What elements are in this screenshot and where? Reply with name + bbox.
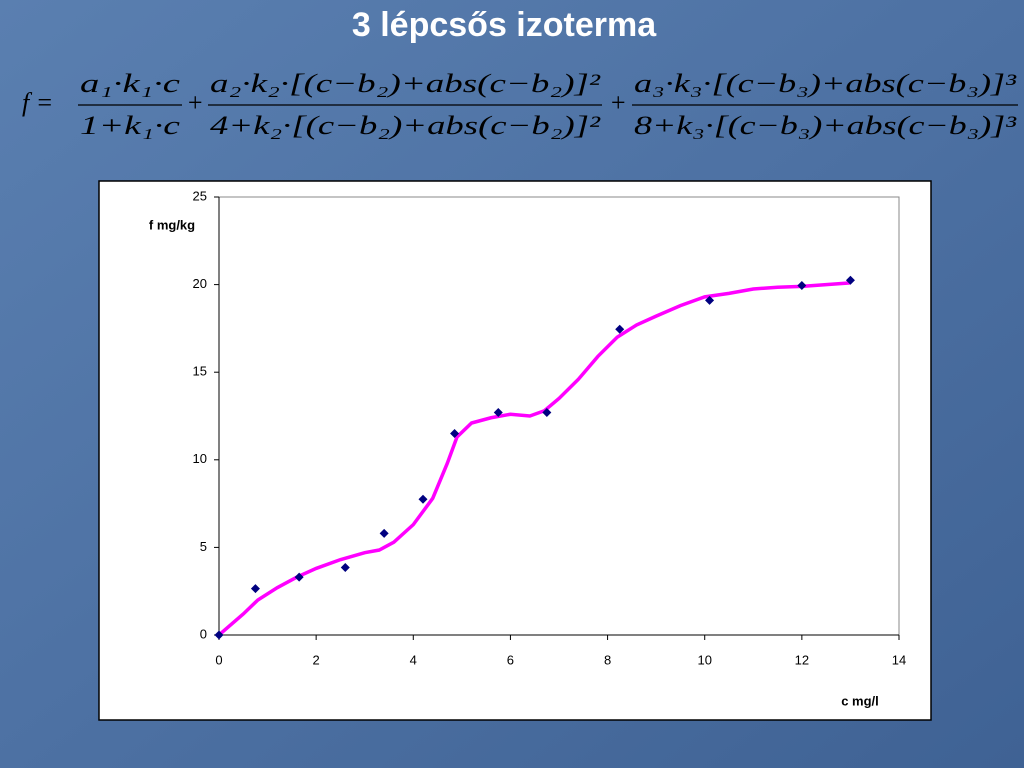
data-point	[340, 563, 350, 573]
data-point	[705, 295, 715, 305]
y-tick-label: 15	[193, 364, 207, 379]
data-point	[418, 494, 428, 504]
x-tick-label: 2	[313, 652, 320, 667]
y-tick-label: 25	[193, 188, 207, 203]
chart: 0 5 10 15 20 25 0 2 4 6 8 10 12 14 f mg/kg c mg/l	[149, 188, 906, 708]
data-point	[493, 407, 503, 417]
denominator: 4+k₂·[(c−b₂)+abs(c−b₂)]²	[210, 111, 602, 140]
x-tick-label: 8	[604, 652, 611, 667]
data-point	[294, 572, 304, 582]
x-tick-label: 14	[892, 652, 906, 667]
y-tick-label: 20	[193, 276, 207, 291]
data-point	[379, 528, 389, 538]
data-point	[542, 407, 552, 417]
data-point	[450, 429, 460, 439]
chart-area	[98, 180, 932, 721]
y-tick-label: 10	[193, 451, 207, 466]
data-point	[845, 275, 855, 285]
x-tick-label: 0	[215, 652, 222, 667]
data-point	[615, 324, 625, 334]
numerator: a₁·k₁·c	[80, 69, 181, 98]
fit-curve	[217, 281, 851, 637]
data-point	[797, 280, 807, 290]
formula: f = a₁·k₁·c 1+k₁·c a₂·k₂·[(c−b₂)+abs(c−b₂)]…	[22, 69, 1018, 140]
y-tick-label: 0	[200, 626, 207, 641]
denominator: 1+k₁·c	[80, 111, 181, 140]
data-point	[250, 584, 260, 594]
slide-title: 3 lépcsős izoterma	[352, 6, 657, 44]
data-point	[214, 630, 224, 640]
x-axis-label: c mg/l	[841, 693, 879, 708]
operator: +	[609, 88, 627, 117]
y-tick-label: 5	[200, 539, 207, 554]
x-tick-label: 10	[697, 652, 711, 667]
numerator: a₃·k₃·[(c−b₃)+abs(c−b₃)]³	[634, 69, 1018, 98]
x-tick-label: 12	[795, 652, 809, 667]
operator: +	[186, 88, 204, 117]
x-tick-label: 4	[410, 652, 417, 667]
formula-lhs: f =	[22, 88, 53, 117]
numerator: a₂·k₂·[(c−b₂)+abs(c−b₂)]²	[210, 69, 602, 98]
denominator: 8+k₃·[(c−b₃)+abs(c−b₃)]³	[634, 111, 1018, 140]
y-axis-label: f mg/kg	[149, 217, 195, 232]
x-tick-label: 6	[507, 652, 514, 667]
